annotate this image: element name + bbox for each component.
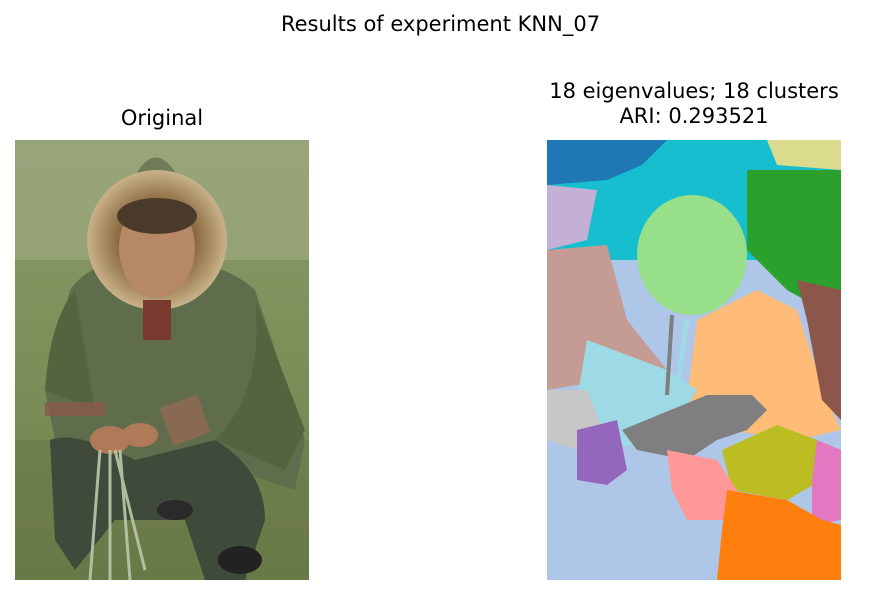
original-photo-drawing — [15, 140, 309, 580]
segmentation-title-line1: 18 eigenvalues; 18 clusters — [549, 79, 839, 103]
segmentation-map-drawing — [547, 140, 841, 580]
original-title: Original — [120, 106, 204, 130]
segmentation-title-line2: ARI: 0.293521 — [619, 104, 769, 128]
segmentation-title: 18 eigenvalues; 18 clusters ARI: 0.29352… — [510, 79, 878, 129]
figure-suptitle: Results of experiment KNN_07 — [280, 12, 601, 36]
original-image — [15, 140, 309, 580]
segmentation-image — [547, 140, 841, 580]
fishing-net — [88, 449, 147, 580]
